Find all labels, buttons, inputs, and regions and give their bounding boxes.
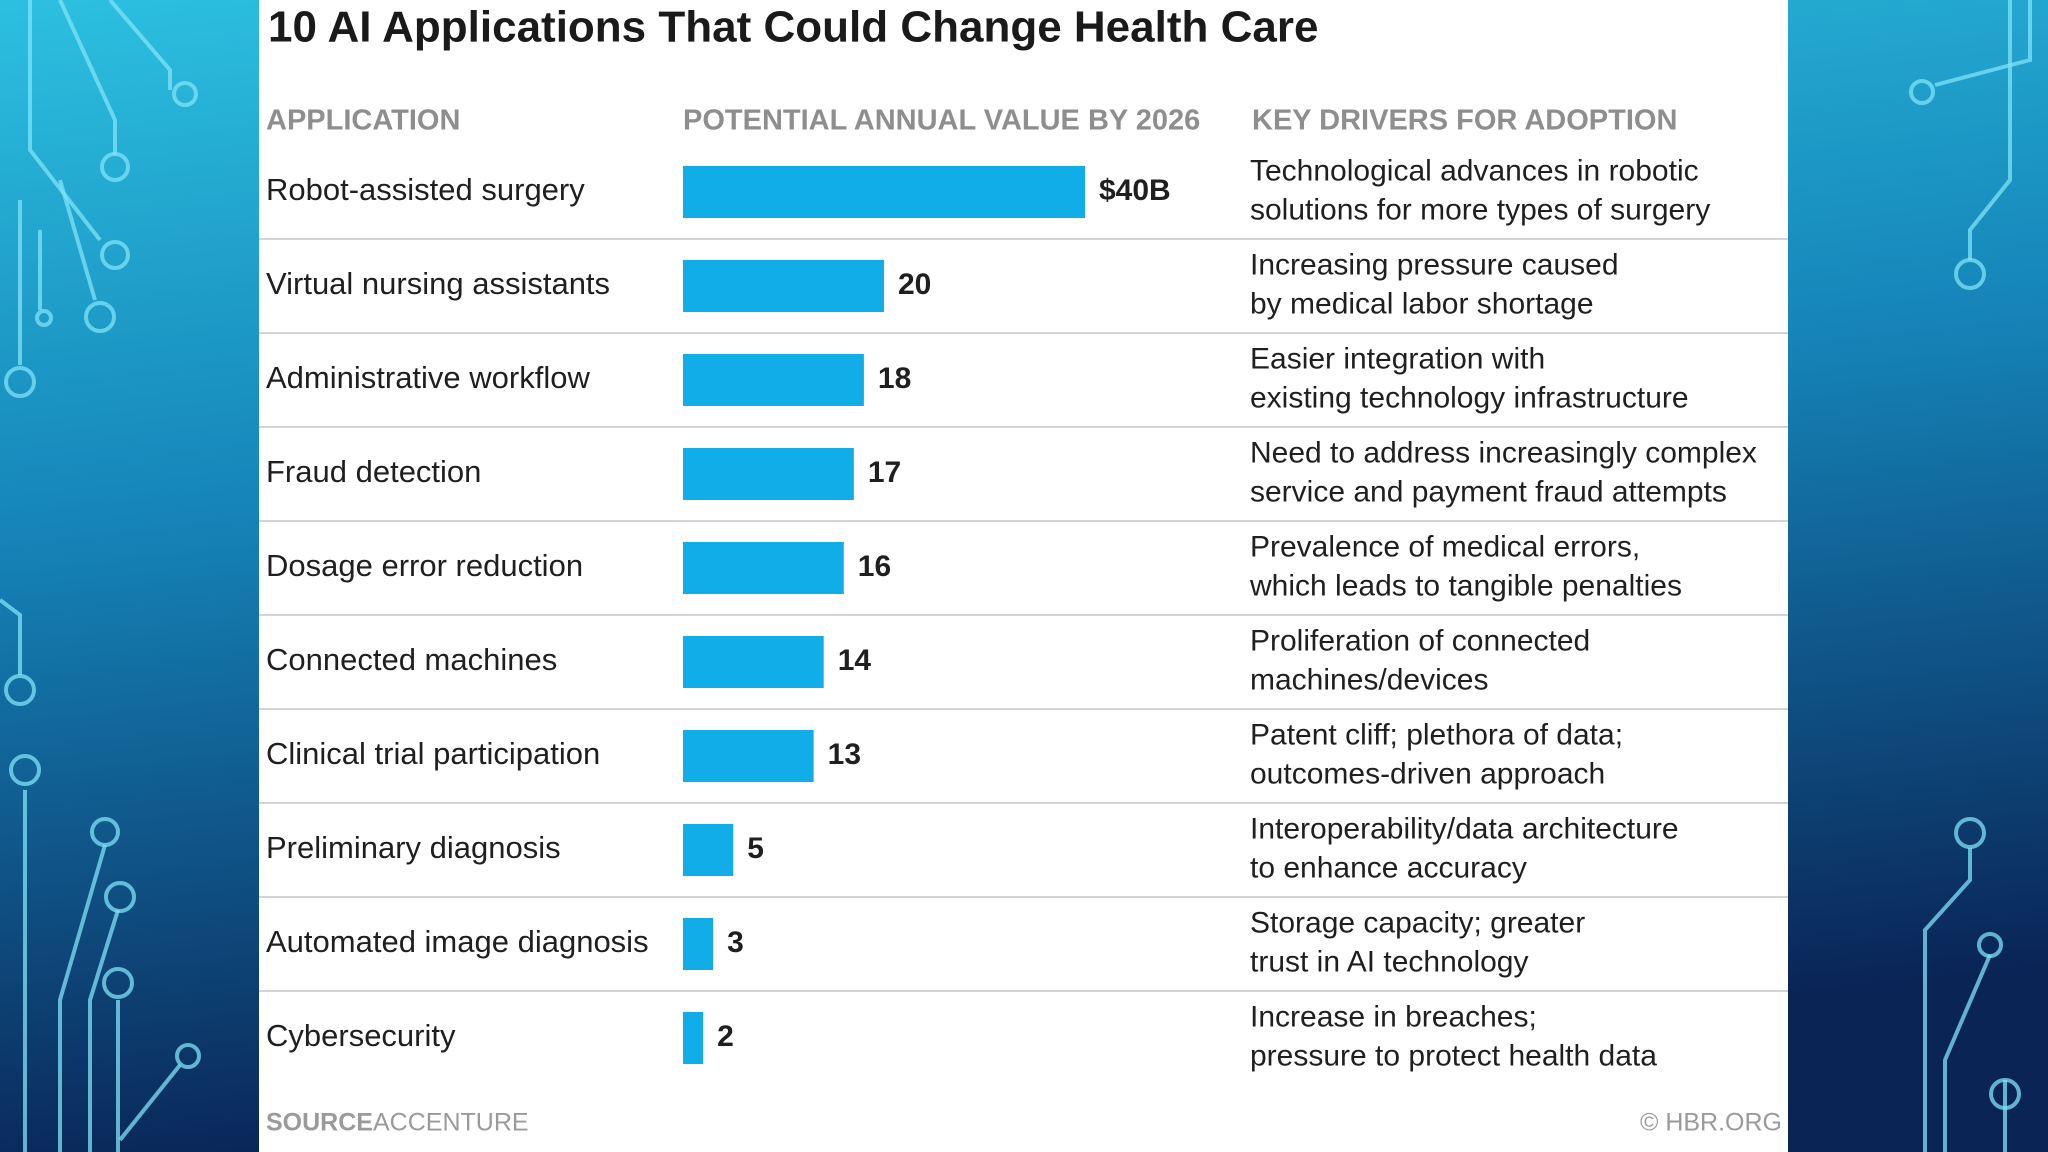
bar: [683, 730, 814, 782]
credit: © HBR.ORG: [1640, 1109, 1782, 1137]
bar: [683, 260, 884, 312]
value-label: 20: [898, 268, 931, 301]
value-label: 16: [858, 550, 891, 583]
value-label: 5: [747, 832, 764, 865]
driver-text: service and payment fraud attempts: [1250, 475, 1727, 508]
category-label: Virtual nursing assistants: [266, 266, 610, 301]
driver-text: Interoperability/data architecture: [1250, 812, 1679, 845]
column-header: KEY DRIVERS FOR ADOPTION: [1252, 105, 1677, 137]
category-label: Connected machines: [266, 642, 557, 677]
driver-text: trust in AI technology: [1250, 945, 1529, 978]
value-label: 17: [868, 456, 901, 489]
driver-text: Storage capacity; greater: [1250, 906, 1585, 939]
chart-title: 10 AI Applications That Could Change Hea…: [268, 3, 1318, 52]
source-label: SOURCE: [266, 1109, 373, 1137]
column-header: POTENTIAL ANNUAL VALUE BY 2026: [683, 105, 1200, 137]
bar: [683, 918, 714, 970]
driver-text: Proliferation of connected: [1250, 624, 1590, 657]
category-label: Dosage error reduction: [266, 548, 583, 583]
driver-text: Increasing pressure caused: [1250, 248, 1619, 281]
bar: [683, 448, 854, 500]
driver-text: Easier integration with: [1250, 342, 1545, 375]
driver-text: solutions for more types of surgery: [1250, 193, 1710, 226]
bar: [683, 354, 864, 406]
value-label: 14: [838, 644, 872, 677]
category-label: Fraud detection: [266, 454, 481, 489]
driver-text: which leads to tangible penalties: [1249, 569, 1682, 602]
category-label: Administrative workflow: [266, 360, 590, 395]
category-label: Robot-assisted surgery: [266, 172, 585, 207]
category-label: Automated image diagnosis: [266, 924, 649, 959]
value-label: 2: [717, 1020, 734, 1053]
driver-text: outcomes-driven approach: [1250, 757, 1605, 790]
source: ACCENTURE: [373, 1109, 529, 1137]
value-label: 3: [727, 926, 744, 959]
bar: [683, 824, 734, 876]
bar: [683, 636, 824, 688]
category-label: Cybersecurity: [266, 1018, 456, 1053]
value-label: 13: [828, 738, 861, 771]
driver-text: Patent cliff; plethora of data;: [1250, 718, 1623, 751]
driver-text: machines/devices: [1250, 663, 1488, 696]
bar: [683, 1012, 704, 1064]
driver-text: Technological advances in robotic: [1250, 154, 1699, 187]
bar: [683, 542, 844, 594]
category-label: Clinical trial participation: [266, 736, 600, 771]
driver-text: by medical labor shortage: [1250, 287, 1594, 320]
driver-text: pressure to protect health data: [1250, 1039, 1657, 1072]
driver-text: Prevalence of medical errors,: [1250, 530, 1640, 563]
value-label: $40B: [1099, 174, 1171, 207]
column-header: APPLICATION: [266, 105, 460, 137]
driver-text: to enhance accuracy: [1250, 851, 1527, 884]
driver-text: existing technology infrastructure: [1250, 381, 1689, 414]
bar: [683, 166, 1085, 218]
driver-text: Need to address increasingly complex: [1250, 436, 1757, 469]
driver-text: Increase in breaches;: [1250, 1000, 1537, 1033]
value-label: 18: [878, 362, 911, 395]
category-label: Preliminary diagnosis: [266, 830, 561, 865]
